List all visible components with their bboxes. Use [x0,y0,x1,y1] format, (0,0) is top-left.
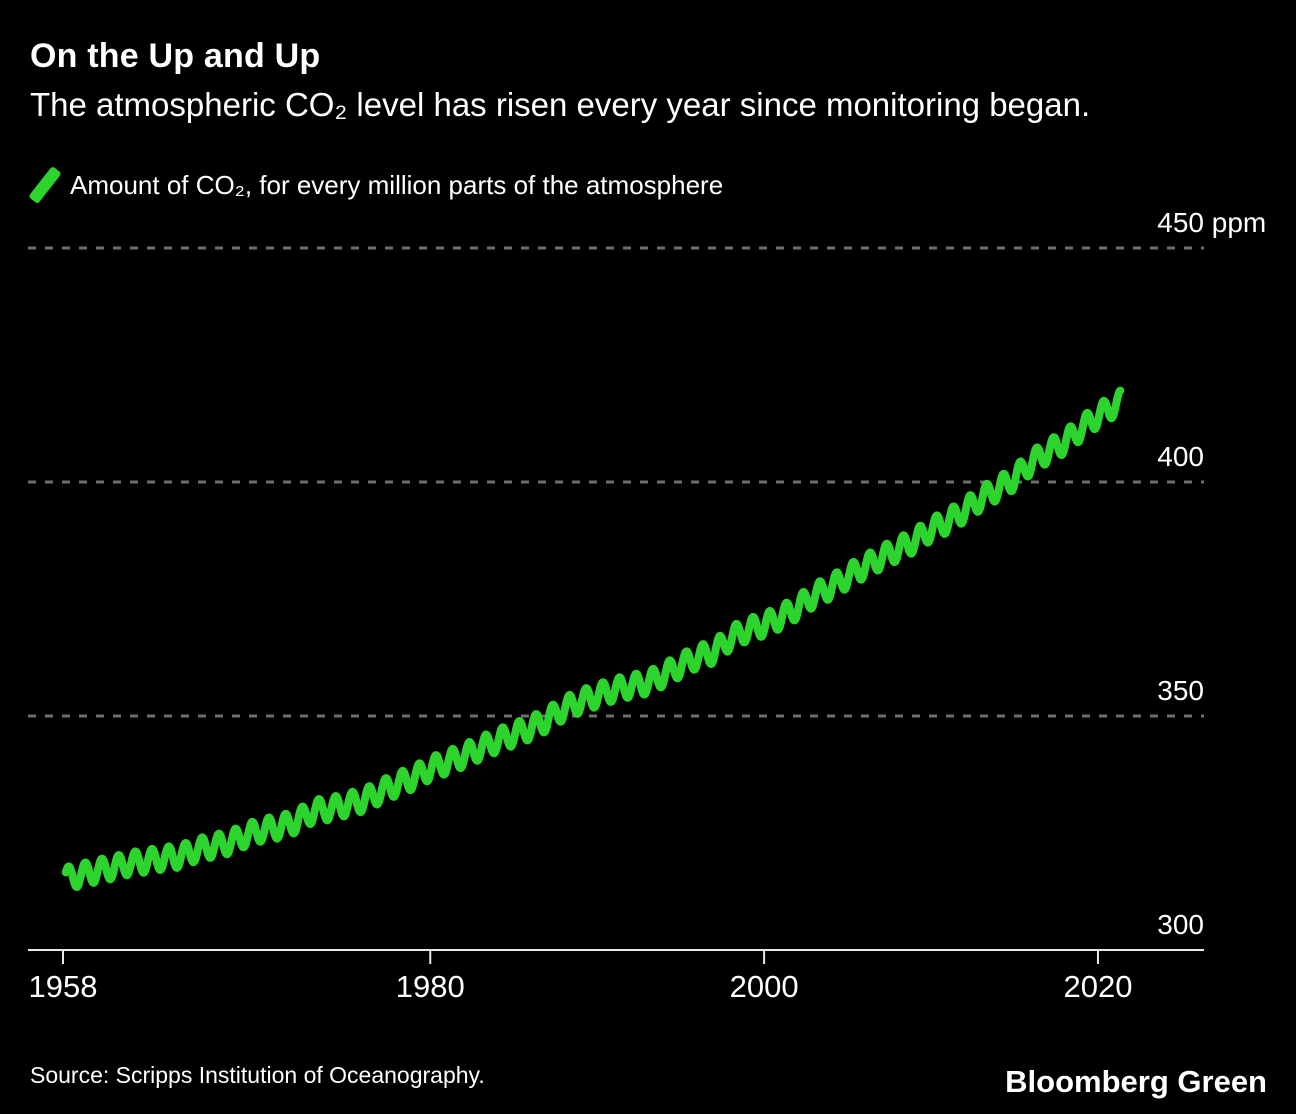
bloomberg-green-logo: Bloomberg Green [1005,1064,1267,1099]
x-axis-label-2020: 2020 [1063,969,1133,1004]
source-note: Source: Scripps Institution of Oceanogra… [30,1062,485,1088]
x-axis-label-2000: 2000 [729,969,799,1004]
y-axis-label-450: 450 ppm [1157,207,1267,238]
legend-series-label: Amount of CO₂, for every million parts o… [70,170,724,200]
co2-series-line [61,386,1125,891]
y-axis-label-300: 300 [1157,909,1204,940]
chart-title: On the Up and Up [30,37,321,75]
y-axis-label-400: 400 [1157,441,1204,472]
x-axis-label-1958: 1958 [28,969,98,1004]
x-axis-label-1980: 1980 [395,969,465,1004]
legend-line-swatch-icon [28,166,62,204]
chart-legend: Amount of CO₂, for every million parts o… [28,166,723,204]
y-axis-label-350: 350 [1157,675,1204,706]
chart-subtitle: The atmospheric CO₂ level has risen ever… [30,86,1091,123]
